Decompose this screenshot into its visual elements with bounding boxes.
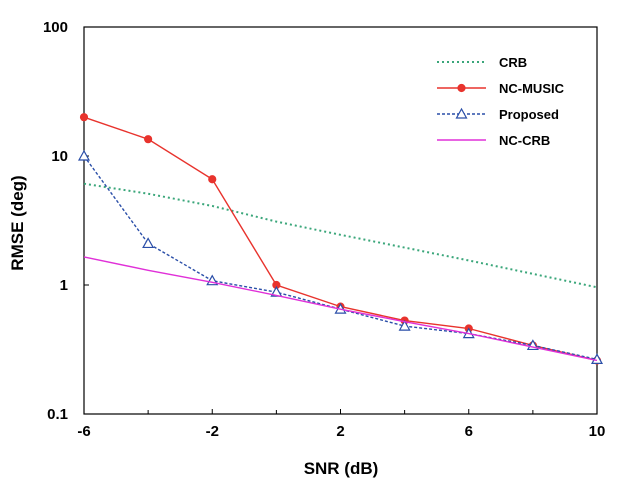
legend-label-crb: CRB [499, 55, 527, 70]
data-point-proposed [590, 353, 604, 365]
y-tick-label: 0.1 [47, 406, 68, 423]
x-tick-label: 10 [589, 423, 606, 440]
data-point-nc-music [79, 113, 89, 122]
y-axis-title: RMSE (deg) [8, 175, 27, 270]
y-tick-label: 100 [43, 19, 68, 36]
x-tick-label: -2 [206, 423, 219, 440]
series-line-proposed [83, 155, 598, 361]
x-tick-label: -6 [77, 423, 90, 440]
legend-marker-nc-music [457, 83, 466, 93]
data-point-proposed [77, 149, 91, 161]
x-axis-title: SNR (dB) [304, 459, 379, 478]
data-point-proposed [398, 319, 411, 331]
series-line-crb [83, 182, 598, 289]
legend-marker-proposed [455, 107, 468, 119]
x-tick-label: 2 [336, 423, 344, 440]
data-point-proposed [270, 285, 283, 297]
y-tick-label: 1 [60, 277, 68, 294]
legend-label-proposed: Proposed [499, 107, 559, 122]
y-tick-label: 10 [51, 148, 68, 165]
series-line-nc-music [83, 116, 598, 362]
data-point-proposed [142, 237, 155, 249]
x-tick-label: 6 [465, 423, 473, 440]
legend-label-nc-music: NC-MUSIC [499, 81, 565, 96]
data-point-nc-music [144, 135, 153, 144]
legend-label-nc-crb: NC-CRB [499, 133, 550, 148]
series-line-nc-crb [83, 256, 598, 362]
data-point-nc-music [208, 175, 217, 184]
